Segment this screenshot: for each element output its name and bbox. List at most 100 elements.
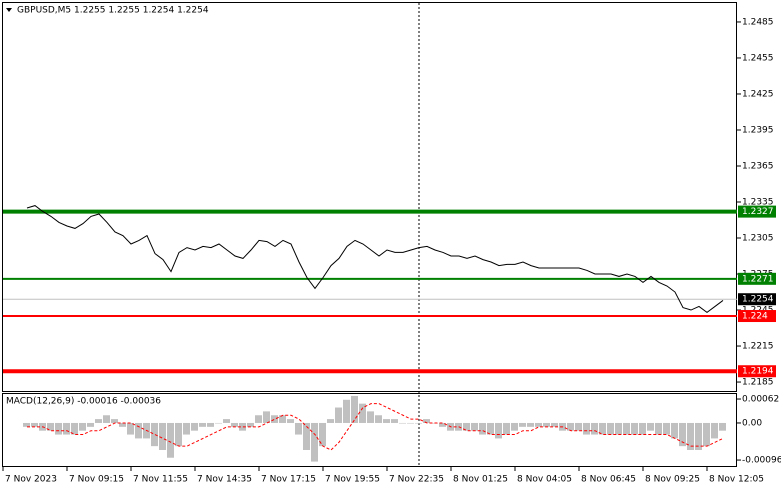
level-label: 1.2327 xyxy=(742,207,774,217)
macd-bar xyxy=(487,422,494,435)
macd-bar xyxy=(79,422,86,431)
macd-bar xyxy=(543,422,550,427)
macd-bar xyxy=(511,422,518,431)
macd-bar xyxy=(663,422,670,435)
macd-bar xyxy=(279,415,286,423)
macd-bar xyxy=(399,422,406,424)
macd-bar xyxy=(199,422,206,427)
macd-bar xyxy=(23,422,30,427)
macd-bar xyxy=(71,422,78,435)
macd-bar xyxy=(167,422,174,458)
level-tag xyxy=(738,365,776,378)
macd-bar xyxy=(343,399,350,423)
macd-bar xyxy=(287,419,294,423)
macd-bar xyxy=(159,422,166,451)
chart-title: GBPUSD,M5 1.2255 1.2255 1.2254 1.2254 xyxy=(17,6,209,16)
x-tick-label: 7 Nov 11:55 xyxy=(133,475,188,485)
macd-bar xyxy=(103,415,110,423)
macd-bar xyxy=(439,422,446,427)
macd-bar xyxy=(295,422,302,435)
macd-bar xyxy=(671,422,678,439)
macd-bar xyxy=(623,422,630,435)
macd-bar xyxy=(471,422,478,431)
macd-bar xyxy=(351,395,358,423)
macd-bar xyxy=(239,422,246,431)
macd-bar xyxy=(583,422,590,435)
macd-bar xyxy=(375,415,382,423)
x-tick-label: 8 Nov 06:45 xyxy=(581,475,636,485)
x-tick-label: 7 Nov 2023 xyxy=(5,475,57,485)
y-tick-label: 1.2365 xyxy=(742,161,774,171)
macd-bar xyxy=(247,422,254,427)
macd-bar xyxy=(503,422,510,435)
level-tag xyxy=(738,205,776,218)
macd-bar xyxy=(463,422,470,431)
macd-bar xyxy=(479,422,486,435)
macd-bar xyxy=(527,422,534,427)
macd-bar xyxy=(303,422,310,451)
macd-bar xyxy=(383,419,390,423)
menu-arrow xyxy=(6,8,12,12)
macd-bar xyxy=(423,419,430,423)
macd-bar xyxy=(255,415,262,423)
signal-line xyxy=(27,403,724,451)
macd-bar xyxy=(695,422,702,451)
x-tick-label: 8 Nov 01:25 xyxy=(453,475,508,485)
macd-bar xyxy=(631,422,638,435)
macd-bar xyxy=(639,422,646,435)
y-tick-label: 1.2215 xyxy=(742,342,774,352)
macd-bar xyxy=(655,422,662,435)
macd-bar xyxy=(415,422,422,424)
current-price-tag xyxy=(738,293,776,306)
macd-bar xyxy=(615,422,622,435)
y-tick-label: 1.2395 xyxy=(742,125,774,135)
y-tick-label: 1.2335 xyxy=(742,198,774,208)
macd-bar xyxy=(599,422,606,435)
price-line xyxy=(26,205,724,314)
macd-bar xyxy=(535,422,542,427)
macd-bar xyxy=(47,422,54,431)
macd-bar xyxy=(223,419,230,423)
x-tick-label: 7 Nov 19:55 xyxy=(325,475,380,485)
macd-bar xyxy=(127,422,134,435)
macd-bar xyxy=(367,411,374,423)
y-tick-label: 0.00 xyxy=(742,418,762,428)
macd-bar xyxy=(719,422,726,431)
macd-frame xyxy=(2,393,737,467)
macd-bar xyxy=(455,422,462,431)
macd-bar xyxy=(687,422,694,451)
level-tag xyxy=(738,310,776,323)
macd-bar xyxy=(319,422,326,447)
macd-bar xyxy=(359,403,366,423)
level-label: 1.2271 xyxy=(742,274,774,284)
x-tick-label: 7 Nov 14:35 xyxy=(197,475,252,485)
macd-bar xyxy=(519,422,526,427)
y-tick-label: -0.00096 xyxy=(742,456,781,466)
y-tick-label: 1.2425 xyxy=(742,89,774,99)
macd-bar xyxy=(263,411,270,423)
macd-bar xyxy=(119,422,126,427)
x-tick-label: 7 Nov 09:15 xyxy=(69,475,124,485)
y-tick-label: 0.00062 xyxy=(742,395,779,405)
macd-bar xyxy=(87,422,94,427)
y-tick-label: 1.2455 xyxy=(742,53,774,63)
price-frame xyxy=(2,2,737,392)
x-tick-label: 7 Nov 22:35 xyxy=(389,475,444,485)
macd-bar xyxy=(207,422,214,427)
macd-bar xyxy=(183,422,190,435)
macd-bar xyxy=(567,422,574,431)
macd-bar xyxy=(495,422,502,439)
macd-bar xyxy=(327,419,334,423)
macd-bar xyxy=(95,419,102,423)
macd-bar xyxy=(335,407,342,423)
macd-bar xyxy=(175,422,182,447)
macd-bar xyxy=(591,422,598,435)
macd-title: MACD(12,26,9) -0.00016 -0.00036 xyxy=(6,397,161,407)
macd-bar xyxy=(111,419,118,423)
x-tick-label: 8 Nov 04:05 xyxy=(517,475,572,485)
macd-bar xyxy=(391,419,398,423)
macd-bar xyxy=(407,422,414,424)
macd-bar xyxy=(711,422,718,439)
macd-bar xyxy=(703,422,710,447)
